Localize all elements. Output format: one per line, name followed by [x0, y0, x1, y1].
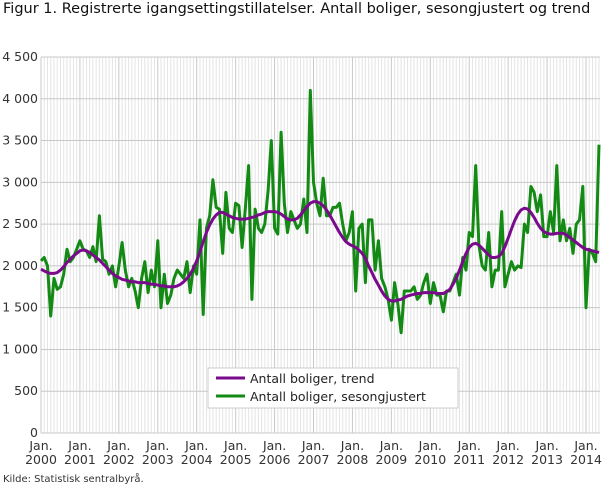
- y-tick-label: 500: [14, 383, 38, 398]
- x-tick-year: 2003: [142, 452, 174, 467]
- y-tick-label: 4 500: [2, 49, 38, 64]
- x-tick-month: Jan.: [573, 438, 597, 453]
- x-tick-month: Jan.: [184, 438, 208, 453]
- x-tick-year: 2013: [531, 452, 563, 467]
- x-tick-year: 2004: [181, 452, 213, 467]
- x-tick-month: Jan.: [379, 438, 403, 453]
- y-tick-label: 1 500: [2, 300, 38, 315]
- x-tick-month: Jan.: [67, 438, 91, 453]
- x-tick-year: 2012: [492, 452, 524, 467]
- seasonally-adjusted-line: [39, 88, 601, 335]
- x-tick-month: Jan.: [145, 438, 169, 453]
- x-tick-year: 2009: [375, 452, 407, 467]
- line-chart: 0 500 1 000 1 500 2 000 2 500 3 000 3 500 4 000 4…: [2, 49, 602, 467]
- y-tick-label: 0: [30, 425, 38, 440]
- x-tick-year: 2014: [570, 452, 602, 467]
- x-tick-month: Jan.: [534, 438, 558, 453]
- x-tick-year: 2006: [259, 452, 291, 467]
- y-tick-label: 4 000: [2, 91, 38, 106]
- y-tick-label: 1 000: [2, 341, 38, 356]
- trend-line: [40, 200, 600, 303]
- x-axis: Jan.2000Jan.2001Jan.2002Jan.2003Jan.2004…: [25, 438, 602, 467]
- legend-box: [207, 367, 459, 409]
- x-tick-year: 2011: [453, 452, 485, 467]
- series-lines: [39, 88, 601, 335]
- x-tick-month: Jan.: [301, 438, 325, 453]
- x-tick-month: Jan.: [223, 438, 247, 453]
- y-tick-label: 2 500: [2, 216, 38, 231]
- x-tick-year: 2002: [103, 452, 135, 467]
- legend-label-trend: Antall boliger, trend: [250, 371, 375, 386]
- x-tick-month: Jan.: [106, 438, 130, 453]
- source-note: Kilde: Statistisk sentralbyrå.: [3, 474, 144, 485]
- x-tick-year: 2001: [64, 452, 96, 467]
- x-tick-month: Jan.: [262, 438, 286, 453]
- x-tick-year: 2008: [337, 452, 369, 467]
- y-axis: 0 500 1 000 1 500 2 000 2 500 3 000 3 500 4 000 4…: [2, 49, 38, 440]
- x-tick-year: 2010: [414, 452, 446, 467]
- x-tick-month: Jan.: [418, 438, 442, 453]
- x-tick-month: Jan.: [28, 438, 52, 453]
- x-tick-month: Jan.: [340, 438, 364, 453]
- chart-title: Figur 1. Registrerte igangsettingstillat…: [3, 1, 591, 17]
- legend: Antall boliger, trend Antall boliger, se…: [207, 367, 459, 409]
- x-tick-month: Jan.: [457, 438, 481, 453]
- x-tick-year: 2005: [220, 452, 252, 467]
- y-tick-label: 3 000: [2, 174, 38, 189]
- y-tick-label: 2 000: [2, 258, 38, 273]
- legend-label-sesongjustert: Antall boliger, sesongjustert: [250, 389, 426, 404]
- y-tick-label: 3 500: [2, 133, 38, 148]
- x-tick-year: 2000: [25, 452, 57, 467]
- x-tick-year: 2007: [298, 452, 330, 467]
- x-tick-month: Jan.: [496, 438, 520, 453]
